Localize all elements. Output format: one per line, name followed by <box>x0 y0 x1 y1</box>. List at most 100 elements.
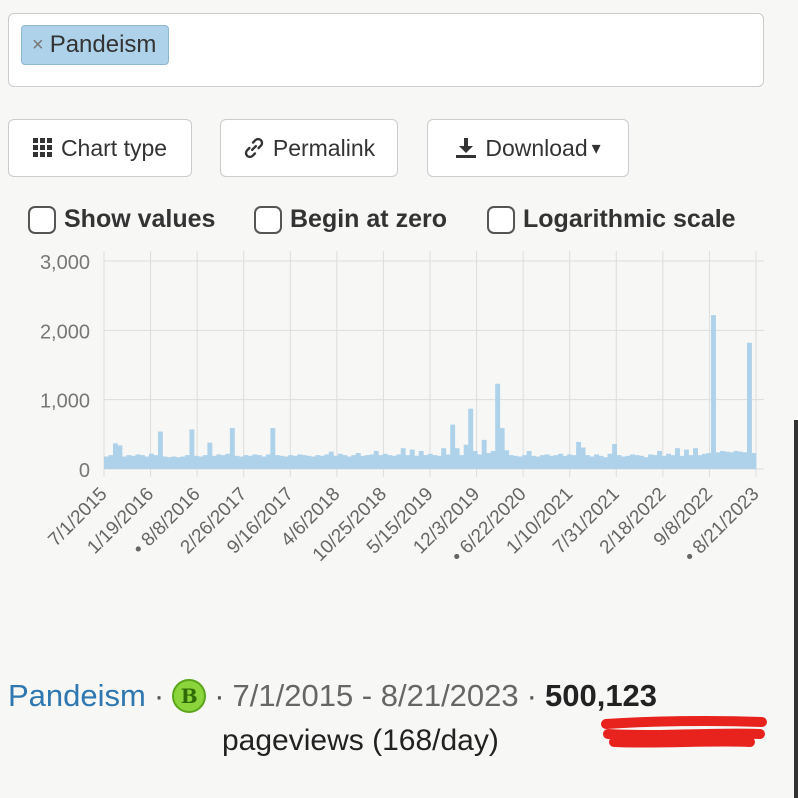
bar <box>540 455 546 469</box>
bar <box>337 453 343 469</box>
bar <box>571 455 577 469</box>
bar <box>104 456 109 469</box>
grid-icon <box>32 138 52 157</box>
bar <box>135 454 141 469</box>
permalink-button[interactable]: Permalink <box>220 119 398 177</box>
bar <box>495 383 501 469</box>
bar <box>472 450 478 469</box>
bar <box>526 450 532 469</box>
bar <box>360 455 366 469</box>
bar <box>634 455 640 469</box>
bar <box>697 455 703 469</box>
bar <box>450 424 456 469</box>
bar <box>283 456 289 469</box>
bar <box>220 455 226 469</box>
chip-remove-icon[interactable]: × <box>32 33 44 56</box>
bar <box>121 456 127 469</box>
bar <box>499 428 505 469</box>
bar <box>369 454 375 469</box>
bar <box>702 453 707 469</box>
bar <box>567 454 573 469</box>
log-scale-label: Logarithmic scale <box>523 205 736 233</box>
bar <box>157 431 163 469</box>
bar <box>684 449 689 469</box>
bar <box>328 451 334 469</box>
bar <box>166 457 172 469</box>
bar <box>675 448 680 469</box>
bar <box>126 455 132 469</box>
scrollbar[interactable] <box>794 420 798 798</box>
chart-type-button[interactable]: Chart type <box>8 119 192 177</box>
bar <box>607 453 613 469</box>
begin-at-zero-option[interactable]: Begin at zero <box>254 205 447 234</box>
bar <box>418 450 424 469</box>
bar <box>261 456 267 469</box>
bar <box>117 445 123 469</box>
bar <box>738 451 743 469</box>
bar <box>108 455 114 469</box>
bar <box>355 453 361 469</box>
bar <box>553 455 559 469</box>
y-axis-ticks: 0 1,000 2,000 3,000 <box>40 252 90 482</box>
bar <box>279 455 285 469</box>
download-button[interactable]: Download ▾ <box>427 119 629 177</box>
bar <box>414 455 420 469</box>
bar <box>652 455 658 469</box>
bar <box>310 456 316 469</box>
bar <box>391 455 397 469</box>
bar <box>616 455 622 469</box>
log-scale-checkbox[interactable] <box>487 205 515 234</box>
bar <box>648 454 653 469</box>
article-link[interactable]: Pandeism <box>8 678 146 713</box>
show-values-checkbox[interactable] <box>28 205 56 234</box>
bar <box>288 455 294 469</box>
bar <box>436 455 442 469</box>
bar <box>189 429 195 469</box>
bar <box>139 455 145 469</box>
bar <box>639 455 644 469</box>
bar <box>387 455 393 469</box>
bar <box>373 450 379 469</box>
bar <box>198 456 204 469</box>
article-search-box[interactable]: × Pandeism <box>8 13 764 87</box>
show-values-option[interactable]: Show values <box>28 205 215 234</box>
bar <box>558 453 564 469</box>
bar <box>693 448 698 469</box>
bar <box>513 455 519 469</box>
bar <box>409 449 415 469</box>
total-pageviews: 500,123 <box>544 678 658 713</box>
bar <box>144 456 150 469</box>
bar <box>207 442 213 469</box>
bar <box>679 455 685 469</box>
bar <box>423 455 429 469</box>
y-tick-label: 3,000 <box>40 252 90 274</box>
y-tick-label: 2,000 <box>40 321 90 343</box>
begin-at-zero-checkbox[interactable] <box>254 205 282 234</box>
bar <box>630 454 635 469</box>
bar <box>324 454 330 469</box>
bar <box>477 454 483 469</box>
log-scale-option[interactable]: Logarithmic scale <box>487 205 736 234</box>
bar <box>153 455 159 469</box>
bar <box>216 454 222 469</box>
bar <box>130 455 136 469</box>
bar <box>378 455 384 469</box>
bar <box>747 342 752 469</box>
bar <box>706 453 712 469</box>
bar <box>594 454 600 469</box>
chart-bars <box>104 315 757 469</box>
bar <box>751 453 757 469</box>
caret-down-icon: ▾ <box>591 137 601 158</box>
chart-grid <box>103 251 764 477</box>
chip-label: Pandeism <box>49 31 157 58</box>
bar <box>666 453 671 469</box>
bar <box>364 455 370 469</box>
bar <box>171 456 177 469</box>
bar <box>382 453 388 469</box>
separator: · <box>526 678 537 713</box>
bar <box>454 448 460 469</box>
date-range: 7/1/2015 - 8/21/2023 <box>232 678 519 713</box>
bar <box>724 451 730 469</box>
bar <box>468 408 474 469</box>
bar <box>490 450 496 469</box>
